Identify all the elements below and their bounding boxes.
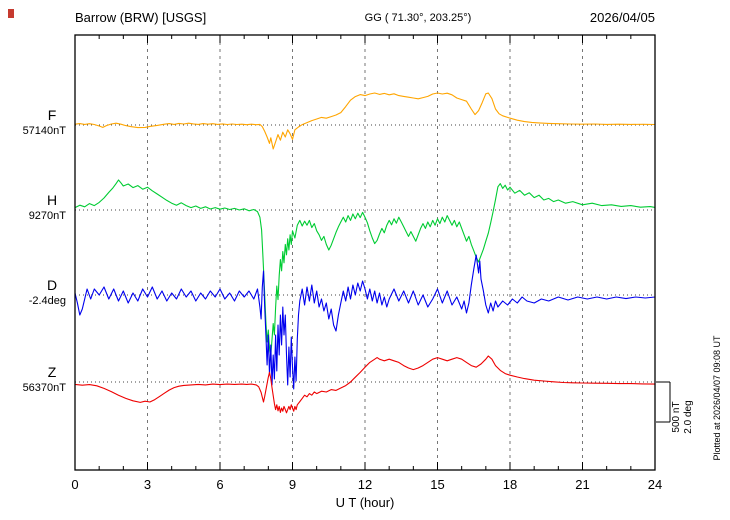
- trace-F: [74, 92, 656, 150]
- grid-layer: [75, 35, 655, 470]
- x-tick-label: 24: [648, 477, 662, 492]
- x-tick-label: 12: [358, 477, 372, 492]
- series-baseline-value-Z: 56370nT: [23, 382, 67, 394]
- gg-coordinates: GG ( 71.30°, 203.25°): [365, 12, 472, 24]
- series-label-H: H: [47, 192, 57, 208]
- scale-bracket: [656, 381, 671, 423]
- x-tick-label: 15: [430, 477, 444, 492]
- series-baseline-value-D: -2.4deg: [29, 295, 66, 307]
- series-baseline-value-F: 57140nT: [23, 125, 67, 137]
- scale-deg-label: 2.0 deg: [683, 400, 694, 433]
- tick-layer: 0 3 6 9 12 15 18 21 24: [71, 35, 662, 492]
- trace-Z: [74, 355, 656, 414]
- plotted-at-note: Plotted at 2026/04/07 09:08 UT: [712, 335, 722, 461]
- series-label-Z: Z: [48, 364, 57, 380]
- x-tick-label: 9: [289, 477, 296, 492]
- series-baseline-value-H: 9270nT: [29, 210, 67, 222]
- x-tick-label: 18: [503, 477, 517, 492]
- trace-H: [74, 179, 656, 356]
- trace-D: [74, 254, 656, 390]
- scale-nt-label: 500 nT: [671, 401, 682, 432]
- x-axis-title: U T (hour): [336, 495, 395, 510]
- x-tick-label: 0: [71, 477, 78, 492]
- corner-artifact-marker: [8, 9, 14, 18]
- x-tick-label: 3: [144, 477, 151, 492]
- series-label-D: D: [47, 277, 57, 293]
- plot-date: 2026/04/05: [590, 10, 655, 25]
- x-tick-label: 21: [575, 477, 589, 492]
- station-title: Barrow (BRW) [USGS]: [75, 10, 206, 25]
- series-label-F: F: [48, 107, 57, 123]
- trace-layer: [74, 92, 656, 414]
- x-tick-label: 6: [216, 477, 223, 492]
